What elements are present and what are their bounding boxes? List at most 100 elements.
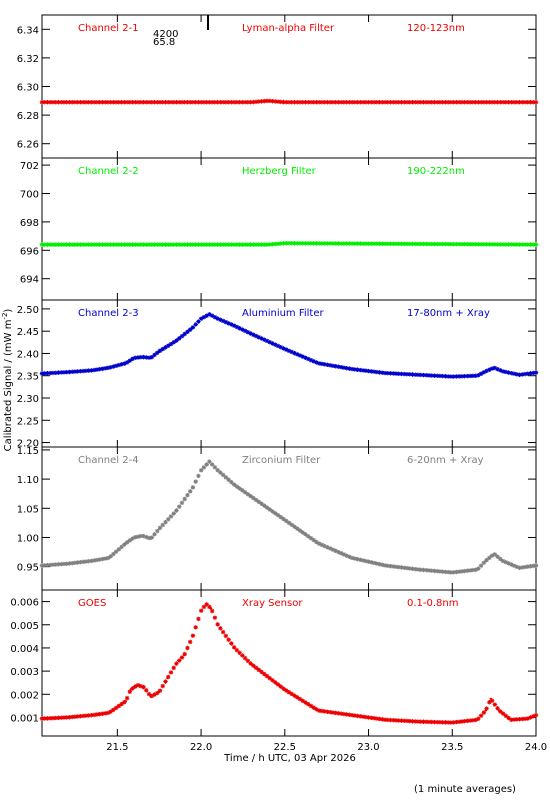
panel-frame	[41, 446, 537, 591]
panel-frame	[41, 589, 537, 737]
data-point	[158, 350, 161, 353]
data-point	[233, 324, 236, 328]
series-points	[39, 312, 539, 379]
data-point	[250, 332, 253, 336]
data-point	[266, 99, 270, 103]
data-point	[484, 709, 487, 712]
series-marks	[39, 459, 539, 575]
data-point	[283, 518, 287, 522]
data-point	[124, 700, 127, 703]
data-point	[91, 369, 94, 372]
series-points	[39, 98, 539, 105]
data-point	[174, 662, 178, 666]
data-point	[350, 556, 353, 560]
panel-label: 120-123nm	[407, 23, 465, 34]
x-axis-title: Time / h UTC, 03 Apr 2026	[223, 753, 356, 764]
data-point	[191, 326, 194, 329]
y-tick-label: 0.95	[17, 563, 39, 574]
data-point	[497, 709, 501, 712]
data-point	[518, 373, 521, 377]
data-point	[233, 483, 236, 487]
x-tick-label: 24.0	[525, 742, 547, 753]
y-tick-label: 2.25	[17, 416, 39, 427]
y-tick-label: 698	[20, 218, 39, 229]
data-point	[40, 564, 44, 567]
x-tick-label: 23.5	[441, 742, 463, 753]
data-point	[208, 313, 211, 316]
data-point	[283, 101, 287, 104]
y-tick-label: 696	[20, 246, 39, 257]
data-point	[40, 243, 44, 246]
data-point	[518, 566, 521, 570]
data-point	[283, 688, 287, 691]
data-point	[191, 486, 194, 490]
y-tick-label: 2.35	[17, 372, 39, 383]
data-point	[216, 623, 220, 626]
series-points	[39, 602, 539, 725]
panel-label: Aluminium Filter	[242, 308, 325, 319]
y-tick-label: 1.05	[17, 504, 39, 515]
data-point	[40, 101, 44, 104]
data-point	[451, 721, 454, 724]
panel-label: Lyman-alpha Filter	[242, 23, 335, 34]
data-point	[501, 559, 504, 563]
data-point	[149, 695, 153, 698]
data-point	[250, 495, 253, 498]
data-point	[534, 371, 538, 374]
panel-channel-2-1: 6.26 6.28 6.30 6.32 6.34 Channel 2-1 Lyman-alp…	[17, 14, 539, 159]
y-tick-label: 0.005	[10, 621, 39, 632]
data-point	[492, 552, 496, 556]
panel-frame	[41, 14, 537, 159]
data-point	[149, 356, 153, 360]
y-tick-label: 0.004	[10, 644, 39, 655]
panel-label: 6-20nm + Xray	[407, 455, 484, 466]
data-point	[534, 101, 538, 104]
data-point	[199, 609, 203, 613]
data-point	[476, 568, 479, 571]
y-tick-label: 6.28	[17, 111, 39, 122]
y-tick-label: 0.002	[10, 690, 39, 701]
y-tick-label: 0.003	[10, 667, 39, 678]
panel-label: 17-80nm + Xray	[407, 308, 490, 319]
y-tick-label: 2.40	[17, 349, 39, 360]
data-point	[350, 367, 353, 371]
panel-channel-2-2: 694 696 698 700 702 Channel 2-2 Herzberg Filte…	[20, 157, 539, 301]
panel-goes: 0.001 0.002 0.003 0.004 0.005 0.006 GOES Xray S…	[10, 589, 539, 737]
data-point	[384, 564, 387, 567]
y-tick-label: 1.15	[17, 446, 39, 457]
data-point	[476, 374, 479, 377]
panel-channel-2-3: 2.20 2.25 2.30 2.35 2.40 2.45 2.50 Channel 2-3 A…	[17, 299, 539, 450]
y-tick-label: 2.45	[17, 327, 39, 338]
data-point	[65, 562, 69, 565]
data-point	[417, 720, 420, 723]
data-point	[183, 653, 186, 657]
series-marks	[39, 98, 539, 105]
data-point	[484, 559, 487, 563]
data-point	[534, 713, 538, 717]
data-point	[333, 711, 337, 715]
x-tick-label: 22.0	[190, 742, 212, 753]
data-point	[142, 686, 146, 689]
x-tick-label: 23.0	[357, 742, 379, 753]
data-point	[384, 718, 387, 721]
data-point	[451, 571, 454, 574]
data-point	[136, 683, 139, 687]
data-point	[65, 716, 69, 719]
data-point	[141, 534, 144, 537]
data-point	[283, 347, 287, 351]
data-point	[317, 709, 320, 712]
panel-label: Channel 2-1	[78, 23, 139, 34]
data-point	[166, 676, 169, 680]
y-tick-label: 6.34	[17, 25, 39, 36]
panel-frame	[41, 299, 537, 448]
x-tick-label: 22.5	[274, 742, 296, 753]
data-point	[91, 713, 94, 717]
data-point	[204, 602, 208, 606]
event-marker-label-1: 4200	[153, 29, 178, 40]
data-point	[501, 370, 504, 373]
data-point	[124, 542, 127, 545]
data-point	[417, 568, 420, 571]
panel-label: Channel 2-3	[78, 308, 139, 319]
data-point	[149, 537, 153, 540]
